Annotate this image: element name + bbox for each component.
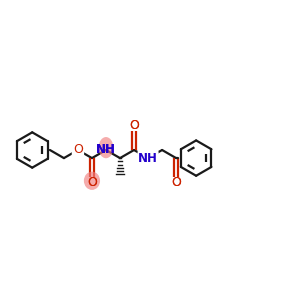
Text: O: O [87, 176, 97, 189]
Text: O: O [87, 176, 97, 189]
Text: NH: NH [138, 152, 158, 165]
Text: NH: NH [138, 152, 158, 165]
Text: O: O [73, 143, 83, 157]
Ellipse shape [99, 137, 113, 158]
Text: NH: NH [96, 143, 116, 157]
Text: O: O [171, 176, 181, 189]
Text: O: O [129, 119, 139, 132]
Text: O: O [73, 143, 83, 157]
Text: O: O [171, 176, 181, 189]
Text: NH: NH [96, 143, 116, 157]
Text: O: O [129, 119, 139, 132]
Ellipse shape [84, 172, 100, 190]
